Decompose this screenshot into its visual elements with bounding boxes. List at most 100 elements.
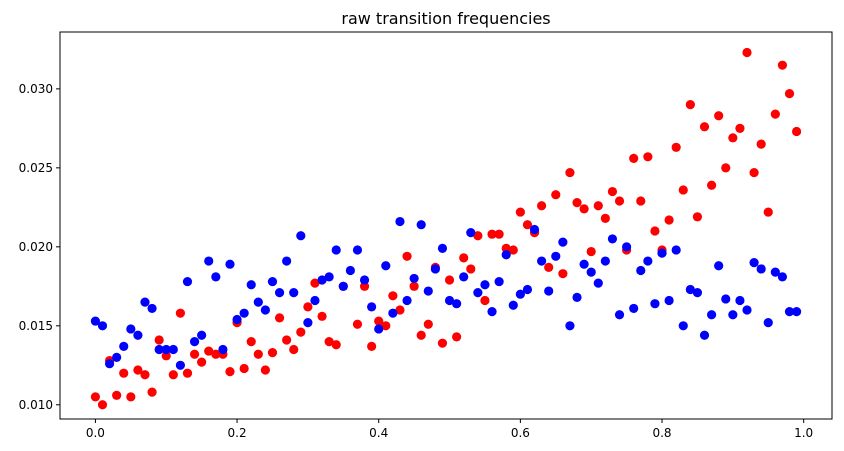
- data-point-series-2-38: [352, 245, 363, 255]
- data-point-series-1-25: [260, 365, 270, 375]
- data-point-series-1-93: [749, 167, 759, 178]
- data-point-series-1-64: [544, 262, 554, 272]
- data-point-series-2-2: [97, 321, 108, 331]
- data-point-series-1-84: [685, 100, 695, 110]
- data-point-series-2-77: [629, 303, 639, 314]
- data-point-series-1-78: [643, 152, 653, 162]
- plot-area: [60, 32, 832, 419]
- data-point-series-2-68: [565, 321, 575, 331]
- data-point-series-1-63: [537, 201, 547, 211]
- data-point-series-1-11: [161, 351, 171, 361]
- data-point-series-1-53: [466, 264, 476, 274]
- data-point-series-2-61: [515, 289, 525, 299]
- data-point-series-1-51: [452, 332, 462, 342]
- data-point-series-2-76: [622, 242, 632, 252]
- data-point-series-2-78: [636, 265, 646, 276]
- data-point-series-2-22: [239, 308, 249, 318]
- x-axis-ticks: 0.0 0.2 0.4 0.6 0.8 1.0: [86, 419, 813, 440]
- data-point-series-2-64: [537, 256, 547, 266]
- data-point-series-2-1: [90, 316, 101, 326]
- data-point-series-1-49: [437, 338, 448, 348]
- data-point-series-1-33: [317, 311, 327, 321]
- data-point-series-2-14: [182, 276, 193, 287]
- data-point-series-1-91: [735, 123, 745, 133]
- data-point-series-2-87: [699, 330, 710, 340]
- data-point-series-2-31: [303, 318, 313, 328]
- data-point-series-1-1: [90, 392, 101, 402]
- data-point-series-1-70: [586, 246, 596, 257]
- data-point-series-1-2: [97, 400, 108, 410]
- data-point-series-2-20: [225, 259, 235, 269]
- data-point-series-1-24: [253, 349, 263, 359]
- data-points: [90, 47, 802, 410]
- data-point-series-1-29: [289, 344, 299, 355]
- data-point-series-2-21: [232, 314, 242, 325]
- data-point-series-1-82: [671, 142, 681, 152]
- data-point-series-1-41: [381, 321, 391, 331]
- data-point-series-2-40: [367, 302, 377, 312]
- y-tick-label: 0.015: [19, 319, 53, 333]
- data-point-series-2-33: [317, 275, 327, 285]
- data-point-series-2-46: [409, 273, 419, 284]
- data-point-series-2-34: [324, 272, 334, 282]
- data-point-series-2-83: [671, 245, 681, 255]
- data-point-series-1-99: [791, 126, 802, 137]
- data-point-series-1-34: [324, 337, 334, 347]
- data-point-series-1-43: [395, 305, 405, 315]
- data-point-series-1-74: [614, 196, 625, 206]
- x-tick-label: 0.4: [369, 426, 388, 440]
- data-point-series-2-70: [579, 259, 589, 269]
- data-point-series-2-9: [147, 303, 157, 314]
- data-point-series-1-72: [600, 213, 610, 223]
- y-tick-label: 0.010: [19, 398, 53, 412]
- data-point-series-2-36: [338, 281, 348, 291]
- data-point-series-2-93: [742, 305, 752, 315]
- data-point-series-2-89: [714, 261, 724, 271]
- data-point-series-2-75: [614, 310, 625, 320]
- data-point-series-2-99: [784, 306, 795, 317]
- data-point-series-1-94: [756, 139, 766, 149]
- data-point-series-2-72: [593, 278, 603, 288]
- data-point-series-2-28: [282, 256, 292, 266]
- data-point-series-1-23: [246, 337, 256, 347]
- data-point-series-2-98: [777, 272, 788, 282]
- data-point-series-2-43: [388, 308, 398, 318]
- data-point-series-2-48: [423, 286, 433, 296]
- data-point-series-2-80: [650, 299, 660, 309]
- data-point-series-2-45: [402, 295, 412, 306]
- y-tick-label: 0.030: [19, 82, 53, 96]
- data-point-series-2-12: [168, 344, 178, 355]
- y-axis-ticks: 0.010 0.015 0.020 0.025 0.030: [19, 82, 60, 412]
- data-point-series-1-79: [650, 226, 660, 236]
- data-point-series-2-3: [104, 359, 115, 369]
- data-point-series-1-58: [501, 243, 511, 253]
- data-point-series-1-77: [636, 196, 646, 206]
- data-point-series-2-69: [572, 292, 582, 302]
- data-point-series-2-24: [253, 297, 263, 307]
- data-point-series-1-88: [714, 111, 724, 121]
- data-point-series-1-15: [189, 349, 200, 359]
- data-point-series-2-62: [522, 284, 533, 295]
- data-point-series-1-35: [331, 340, 341, 350]
- data-point-series-2-92: [735, 295, 745, 306]
- data-point-series-2-8: [140, 297, 150, 307]
- data-point-series-1-66: [558, 269, 568, 279]
- chart-title: raw transition frequencies: [341, 9, 550, 28]
- data-point-series-1-52: [459, 253, 469, 263]
- x-tick-label: 0.0: [86, 426, 105, 440]
- data-point-series-1-12: [168, 370, 178, 380]
- data-point-series-2-44: [395, 216, 405, 227]
- data-point-series-1-28: [282, 335, 292, 345]
- data-point-series-2-100: [791, 306, 802, 317]
- data-point-series-1-67: [565, 167, 575, 178]
- data-point-series-1-97: [777, 60, 788, 70]
- data-point-series-1-27: [274, 313, 285, 323]
- y-tick-label: 0.025: [19, 161, 53, 175]
- data-point-series-2-7: [133, 330, 143, 340]
- data-point-series-2-96: [763, 318, 773, 328]
- data-point-series-1-54: [473, 231, 483, 241]
- data-point-series-1-5: [119, 368, 129, 378]
- data-point-series-2-82: [664, 295, 674, 306]
- data-point-series-1-32: [310, 278, 320, 288]
